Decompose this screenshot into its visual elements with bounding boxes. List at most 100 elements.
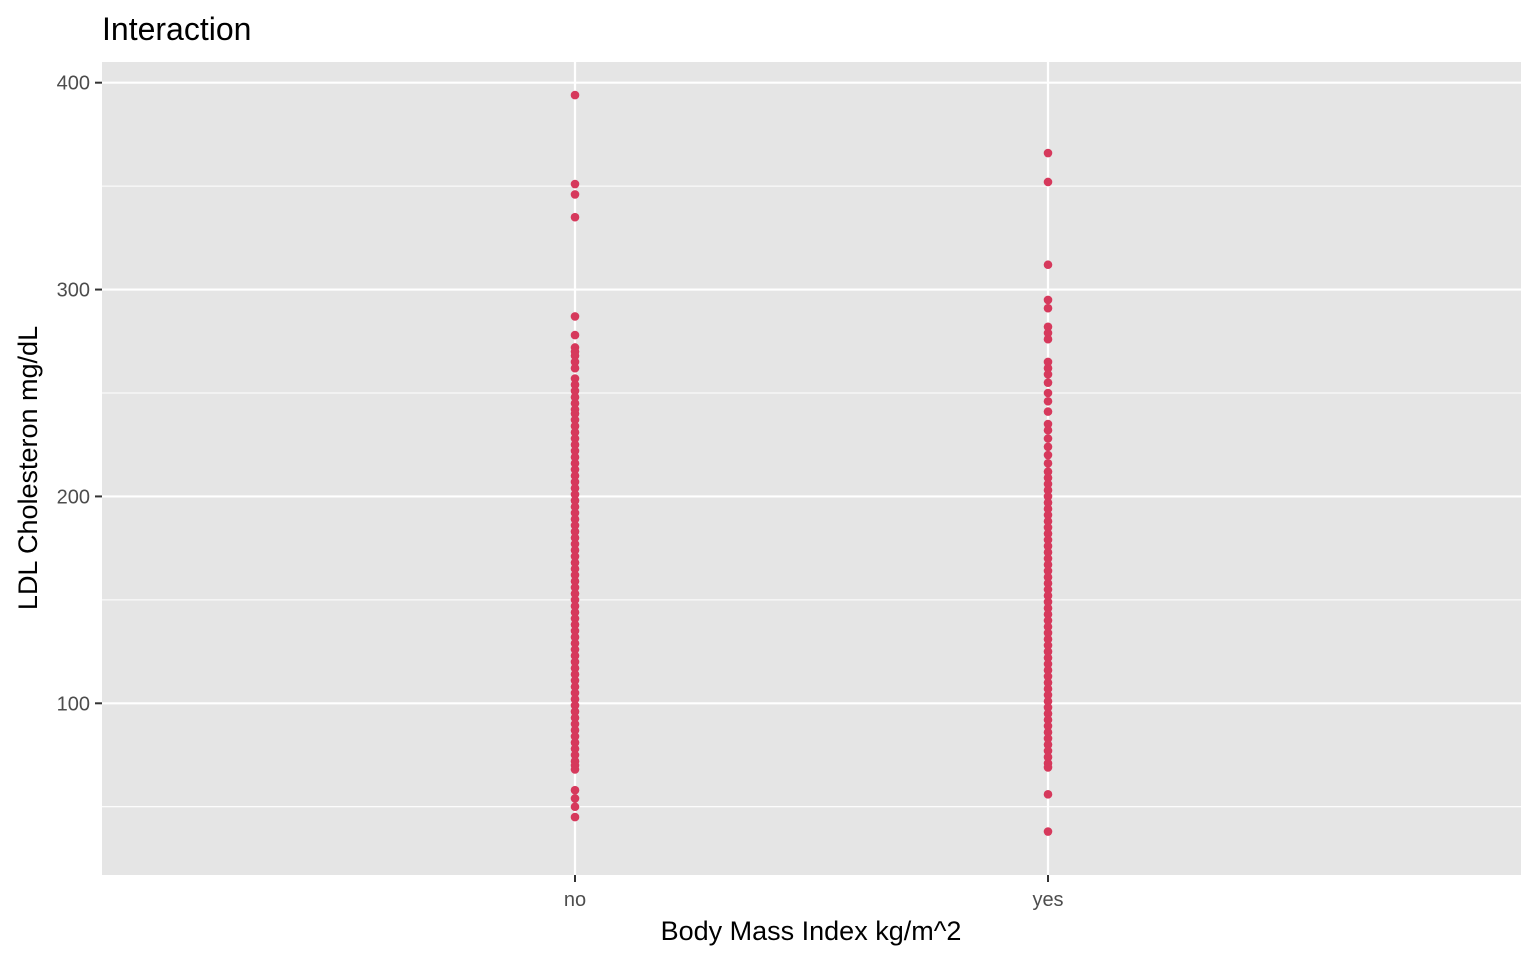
data-point (570, 719, 580, 729)
data-point (1043, 303, 1053, 313)
y-tick-label: 300 (57, 280, 90, 302)
data-point (570, 502, 580, 512)
data-point (570, 765, 580, 774)
data-point (570, 490, 580, 499)
data-point (570, 459, 580, 468)
data-point (1043, 396, 1053, 406)
data-point (1043, 407, 1053, 416)
data-point (1043, 363, 1053, 373)
data-point (570, 794, 580, 803)
data-point (1043, 434, 1053, 443)
data-point (570, 682, 580, 692)
data-points (570, 90, 1053, 836)
data-point (570, 676, 580, 685)
data-point (570, 576, 580, 586)
data-point (1043, 498, 1053, 507)
data-point (570, 607, 580, 617)
data-point (570, 738, 580, 747)
data-point (570, 179, 580, 189)
data-point (570, 812, 580, 822)
data-point (1043, 510, 1053, 520)
data-point (1043, 591, 1053, 601)
data-point (570, 632, 580, 642)
data-point (1043, 419, 1053, 429)
data-point (1043, 547, 1053, 557)
data-point (1043, 641, 1053, 650)
y-axis: 100 200 300 400 (57, 73, 102, 715)
data-point (570, 399, 580, 408)
data-point (570, 750, 580, 760)
data-point (570, 212, 580, 222)
data-point (1043, 450, 1053, 460)
data-point (1043, 535, 1053, 545)
data-point (570, 440, 580, 450)
data-point (1043, 504, 1053, 514)
minor-gridlines (102, 185, 1521, 808)
data-point (1043, 727, 1053, 737)
data-point (570, 802, 580, 812)
data-point (1043, 370, 1053, 379)
data-point (1043, 603, 1053, 613)
data-point (570, 564, 580, 574)
data-point (570, 620, 580, 629)
data-point (570, 744, 580, 754)
data-point (1043, 763, 1053, 772)
data-point (1043, 148, 1053, 158)
data-point (570, 545, 580, 555)
data-point (570, 465, 580, 474)
data-point (1043, 597, 1053, 607)
data-point (1043, 328, 1053, 338)
data-point (1043, 622, 1053, 632)
data-point (570, 645, 580, 654)
data-point (570, 386, 580, 396)
data-point (570, 688, 580, 698)
data-point (570, 521, 580, 530)
data-point (1043, 740, 1053, 749)
data-point (1043, 442, 1053, 452)
data-point (570, 694, 580, 704)
data-point (570, 374, 580, 383)
data-point (570, 190, 580, 199)
data-point (1043, 492, 1053, 501)
x-axis: no yes (564, 875, 1064, 911)
data-point (570, 657, 580, 667)
data-point (1043, 653, 1053, 663)
data-point (1043, 665, 1053, 675)
data-point (570, 539, 580, 549)
data-point (1043, 703, 1053, 712)
data-point (1043, 516, 1053, 526)
data-point (1043, 690, 1053, 700)
data-point (1043, 566, 1053, 576)
data-point (570, 380, 580, 390)
data-point (1043, 746, 1053, 756)
data-point (570, 452, 580, 462)
data-point (570, 614, 580, 623)
x-tick-label: yes (1032, 889, 1063, 911)
data-point (1043, 672, 1053, 681)
data-point (1043, 425, 1053, 435)
y-tick-label: 400 (57, 73, 90, 95)
data-point (1043, 260, 1053, 270)
data-point (1043, 378, 1053, 387)
data-point (570, 351, 580, 361)
data-point (1043, 752, 1053, 762)
data-point (570, 601, 580, 611)
data-point (570, 392, 580, 402)
data-point (1043, 554, 1053, 563)
data-point (1043, 647, 1053, 656)
data-point (570, 90, 580, 100)
data-point (570, 785, 580, 795)
data-point (1043, 734, 1053, 743)
data-point (1043, 560, 1053, 569)
data-point (570, 434, 580, 443)
data-point (570, 477, 580, 487)
data-point (1043, 721, 1053, 731)
data-point (1043, 709, 1053, 718)
data-point (570, 707, 580, 716)
chart-title: Interaction (102, 11, 251, 47)
data-point (570, 421, 580, 431)
data-point (1043, 485, 1053, 495)
data-point (1043, 684, 1053, 694)
data-point (1043, 473, 1053, 483)
data-point (1043, 459, 1053, 468)
